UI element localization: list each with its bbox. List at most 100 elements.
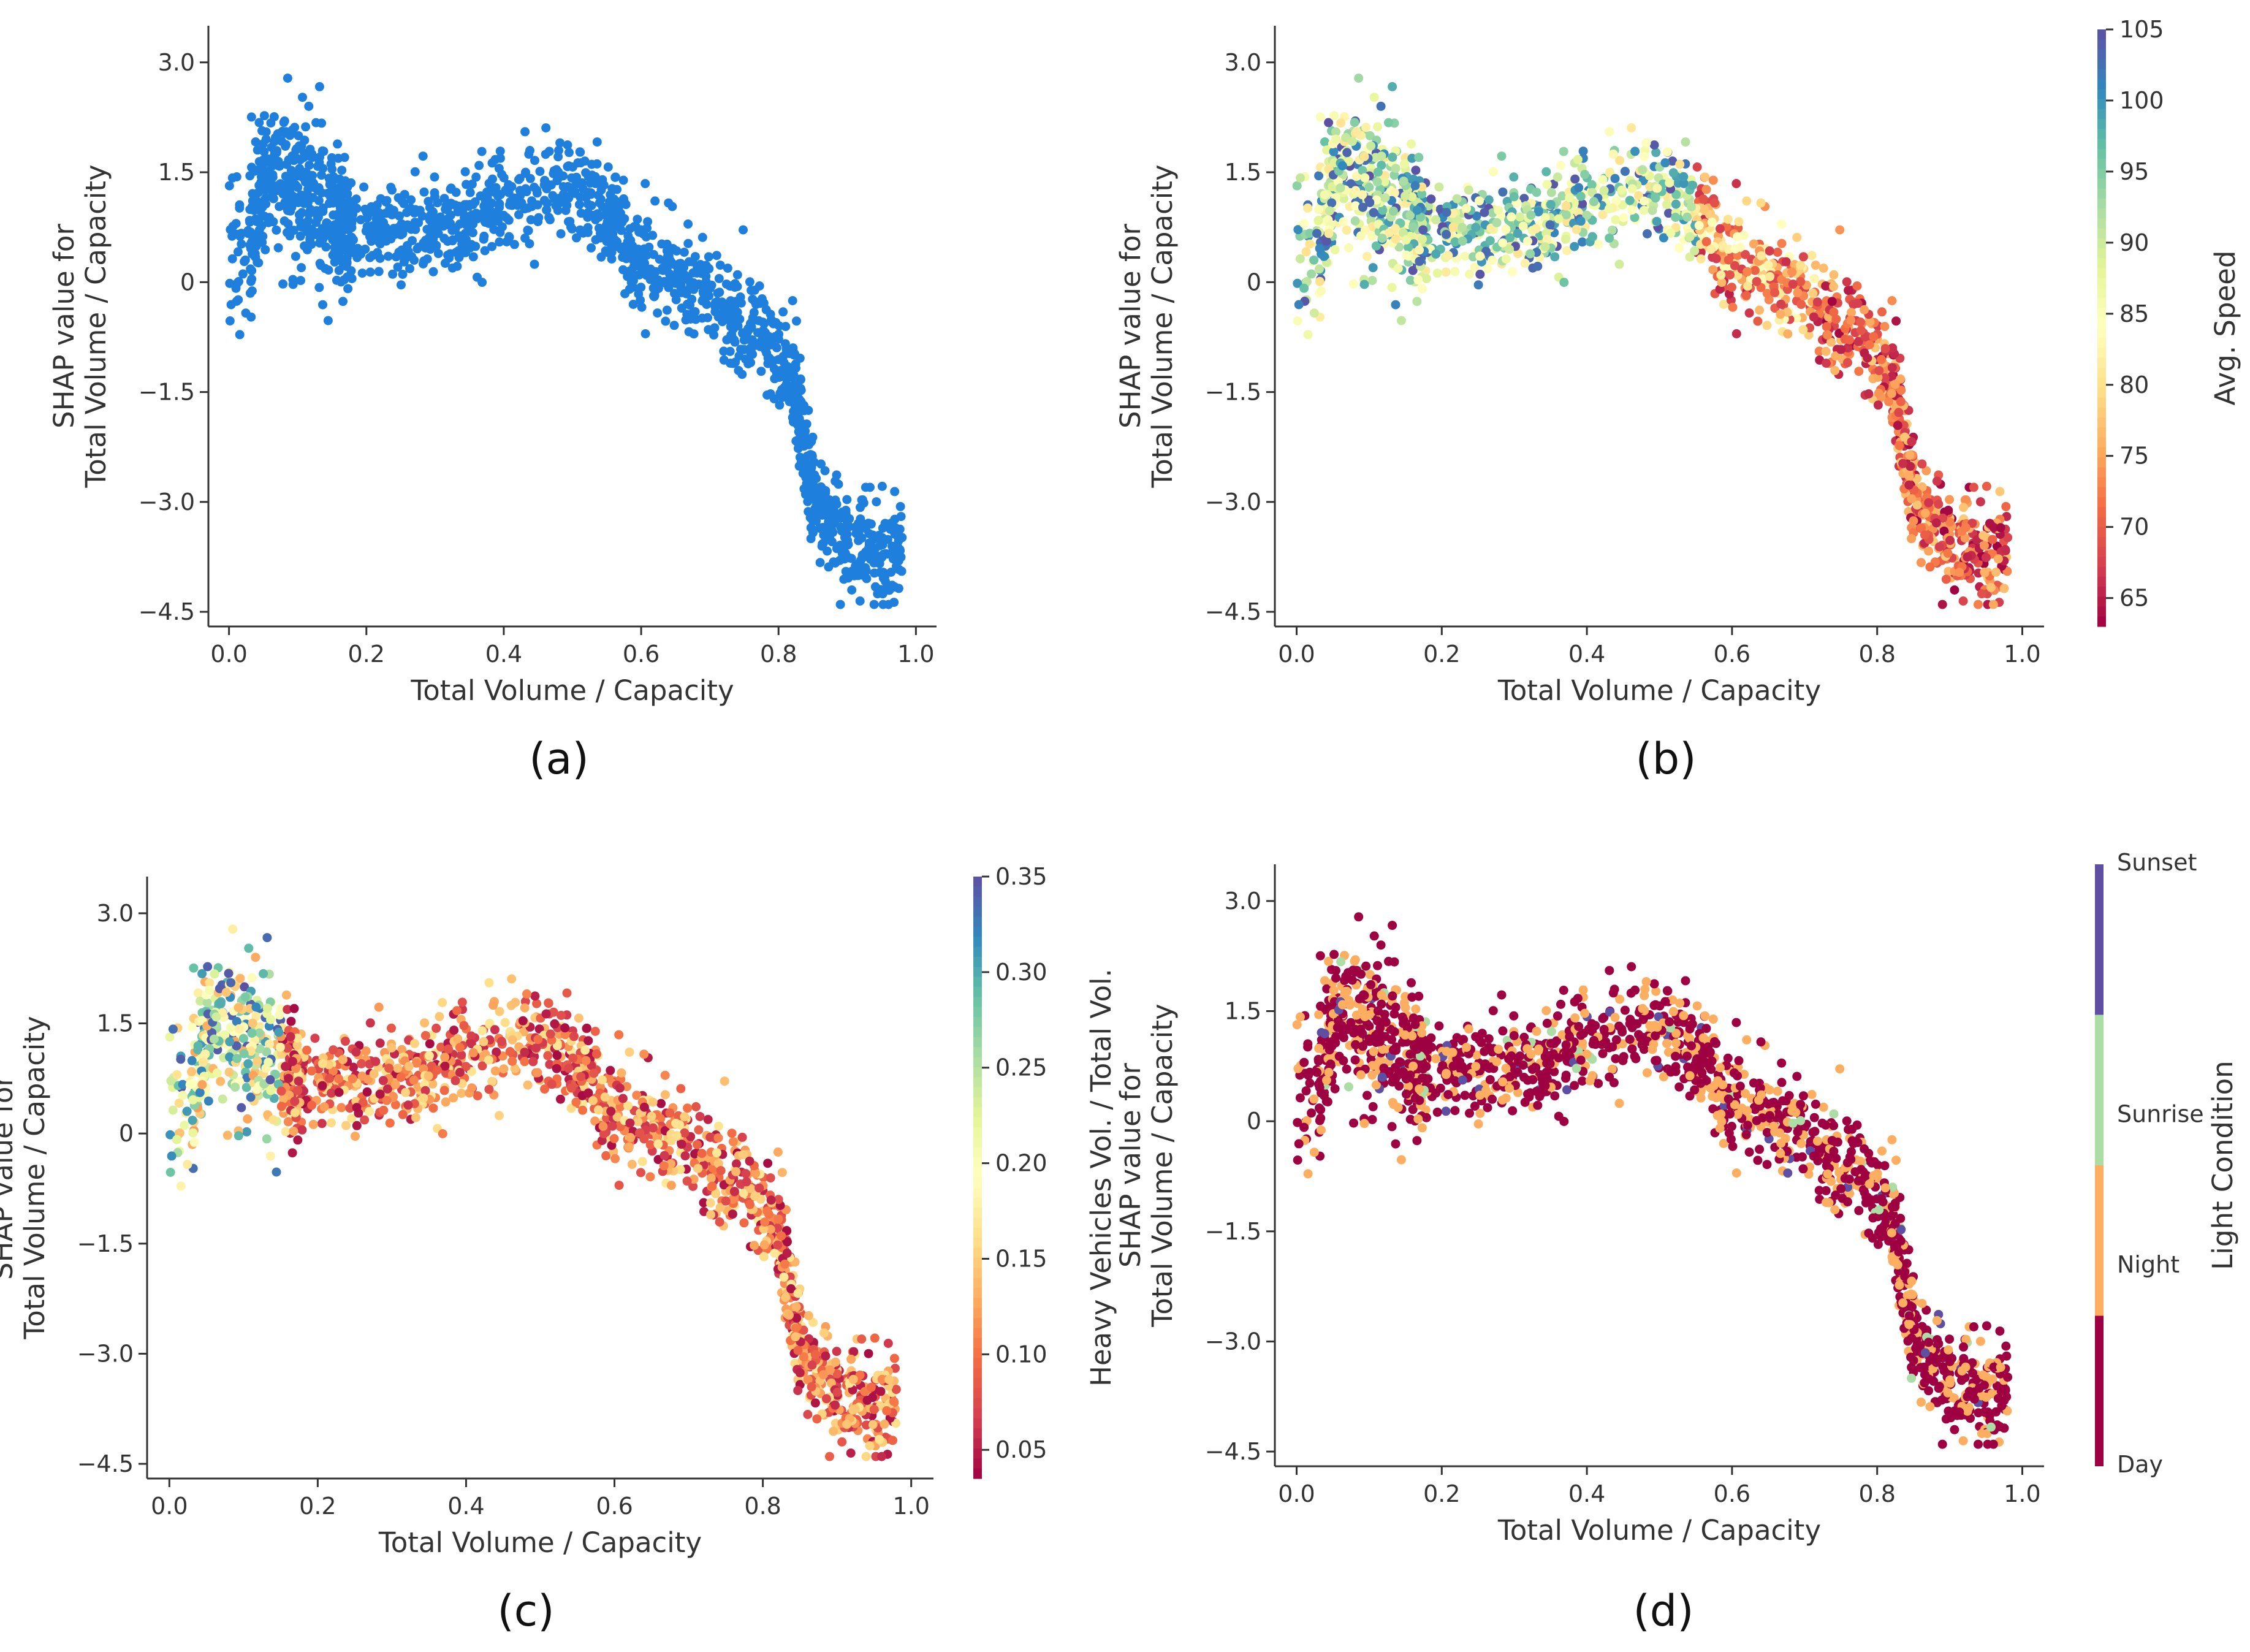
colorbar-tick-label: 75 xyxy=(2119,443,2149,470)
data-point xyxy=(591,178,601,188)
data-point xyxy=(796,397,806,406)
data-point xyxy=(1864,389,1874,398)
data-point xyxy=(607,254,617,264)
data-point xyxy=(290,123,300,132)
data-point xyxy=(438,998,447,1007)
data-point xyxy=(627,1160,637,1169)
data-point xyxy=(821,1351,830,1361)
data-point xyxy=(693,1163,703,1173)
data-point xyxy=(1561,234,1570,244)
data-point xyxy=(833,542,842,552)
data-point xyxy=(1662,147,1672,157)
data-point xyxy=(1844,335,1854,344)
data-point xyxy=(326,159,336,169)
data-point xyxy=(315,152,325,162)
x-tick-label: 0.4 xyxy=(485,641,522,668)
data-point xyxy=(262,1003,272,1013)
y-axis-label-line1: SHAP value for xyxy=(1114,224,1147,428)
data-point xyxy=(1292,181,1302,191)
data-point xyxy=(443,237,452,246)
data-point xyxy=(374,237,384,247)
data-point xyxy=(1293,316,1302,325)
data-point xyxy=(1605,127,1614,137)
colorbar-segment xyxy=(2097,208,2106,219)
colorbar-segment xyxy=(2097,228,2106,239)
data-point xyxy=(1314,171,1324,181)
data-point xyxy=(759,1252,769,1262)
data-point xyxy=(1418,234,1427,244)
data-point xyxy=(612,237,622,246)
data-point xyxy=(726,359,735,368)
data-point xyxy=(1367,276,1377,286)
data-point xyxy=(732,307,742,317)
data-point xyxy=(793,1385,803,1395)
data-point xyxy=(1391,224,1400,234)
colorbar-segment xyxy=(2097,587,2106,597)
data-point xyxy=(523,226,533,235)
data-point xyxy=(188,1128,198,1138)
data-point xyxy=(881,582,891,592)
data-point xyxy=(762,332,772,342)
data-point xyxy=(336,181,346,191)
data-point xyxy=(314,82,324,91)
data-point xyxy=(1299,283,1309,293)
data-point xyxy=(766,340,776,349)
data-point xyxy=(1640,152,1649,162)
data-point xyxy=(746,358,756,367)
data-point xyxy=(859,552,869,562)
data-point xyxy=(701,276,711,286)
data-point xyxy=(1448,223,1458,232)
data-point xyxy=(1520,259,1530,268)
data-point xyxy=(830,518,840,528)
data-point xyxy=(1988,600,1998,609)
data-point xyxy=(251,190,260,200)
data-point xyxy=(374,267,384,276)
colorbar-label: Avg. Speed xyxy=(2209,250,2241,405)
data-point xyxy=(1473,280,1483,290)
data-point xyxy=(811,500,821,510)
data-point xyxy=(1556,161,1565,170)
data-point xyxy=(1887,363,1897,373)
data-point xyxy=(1909,516,1918,526)
data-point xyxy=(714,273,724,283)
data-point xyxy=(1808,288,1818,298)
data-point xyxy=(876,568,886,577)
data-point xyxy=(544,213,554,223)
data-point xyxy=(730,337,740,347)
data-point xyxy=(1373,122,1382,132)
data-point xyxy=(1699,205,1709,215)
data-point xyxy=(742,1177,751,1187)
data-point xyxy=(798,459,808,468)
data-point xyxy=(523,1080,533,1090)
data-point xyxy=(727,330,737,340)
data-point xyxy=(1546,188,1556,197)
data-point xyxy=(1716,224,1725,234)
data-point xyxy=(869,600,879,609)
colorbar-segment xyxy=(2097,69,2106,80)
data-point xyxy=(651,281,661,291)
data-point xyxy=(650,291,659,300)
data-point xyxy=(366,208,376,218)
x-tick-label: 0.8 xyxy=(1858,641,1895,668)
data-point xyxy=(286,1016,296,1026)
data-point xyxy=(1578,147,1588,156)
colorbar-tick-label: 90 xyxy=(2119,229,2149,256)
data-point xyxy=(1638,165,1648,175)
data-point xyxy=(1687,180,1697,190)
data-point xyxy=(640,179,650,188)
data-point xyxy=(732,281,742,291)
data-point xyxy=(189,1138,199,1147)
data-point xyxy=(1651,148,1661,158)
data-point xyxy=(1671,213,1681,222)
data-point xyxy=(317,224,327,234)
data-point xyxy=(857,1334,867,1344)
data-point xyxy=(1731,179,1741,188)
data-point xyxy=(778,307,788,317)
data-point xyxy=(533,1068,542,1078)
data-point xyxy=(1513,249,1522,259)
data-point xyxy=(314,283,324,292)
data-point xyxy=(609,194,619,204)
data-point xyxy=(728,1209,737,1219)
data-point xyxy=(1401,191,1410,201)
data-point xyxy=(720,1076,729,1086)
